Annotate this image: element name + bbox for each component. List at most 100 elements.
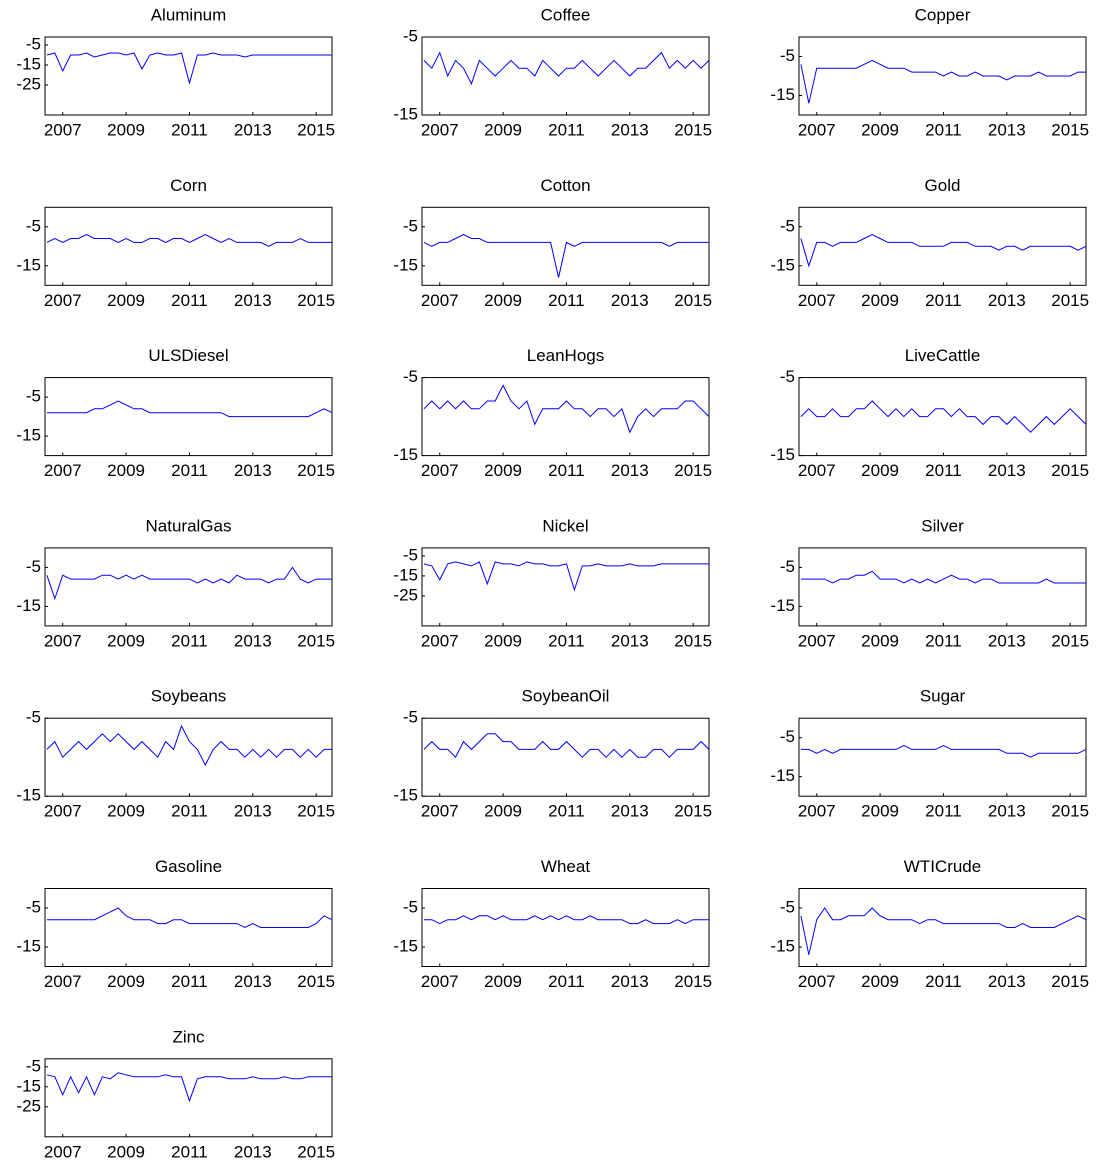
x-tick-label: 2013 [611, 631, 649, 650]
plot-frame [421, 547, 710, 627]
chart-title: Nickel [542, 516, 588, 535]
y-tick-label: -15 [770, 596, 795, 615]
x-tick-label: 2009 [861, 802, 899, 821]
x-tick-label: 2015 [1051, 631, 1089, 650]
data-line [423, 384, 710, 434]
x-tick-label: 2009 [107, 972, 145, 991]
chart-title: Soybeans [151, 687, 227, 706]
x-tick-label: 2013 [611, 802, 649, 821]
x-tick-label: 2013 [988, 631, 1026, 650]
x-tick-label: 2009 [484, 802, 522, 821]
data-line [46, 907, 333, 929]
y-tick-label: -15 [770, 936, 795, 955]
y-tick-label: -15 [393, 565, 418, 584]
x-tick-label: 2007 [421, 972, 459, 991]
x-tick-label: 2011 [171, 972, 208, 991]
x-tick-label: 2007 [421, 291, 459, 310]
x-tick-label: 2013 [234, 120, 272, 139]
x-tick-label: 2013 [988, 461, 1026, 480]
x-tick-label: 2011 [925, 461, 962, 480]
chart-title: LiveCattle [905, 346, 981, 365]
y-tick-label: -15 [16, 1076, 41, 1095]
x-tick-label: 2007 [44, 802, 82, 821]
x-tick-label: 2007 [44, 120, 82, 139]
x-tick-label: 2009 [861, 291, 899, 310]
data-line [423, 733, 710, 759]
y-tick-label: -5 [403, 216, 418, 235]
x-tick-label: 2015 [297, 1142, 335, 1161]
x-tick-label: 2013 [988, 972, 1026, 991]
x-tick-label: 2013 [611, 461, 649, 480]
data-line [800, 59, 1086, 104]
chart-title: Corn [170, 176, 207, 195]
x-tick-label: 2015 [297, 802, 335, 821]
plot-frame [44, 206, 333, 286]
y-tick-label: -5 [26, 557, 41, 576]
x-tick-label: 2009 [861, 972, 899, 991]
data-line [46, 400, 333, 418]
y-tick-label: -15 [770, 85, 795, 104]
x-tick-label: 2015 [674, 972, 712, 991]
plot-frame [44, 547, 333, 627]
data-line [46, 724, 332, 767]
plot-frame [798, 377, 1087, 457]
x-tick-label: 2011 [548, 972, 585, 991]
x-tick-label: 2013 [234, 291, 272, 310]
x-tick-label: 2007 [421, 461, 459, 480]
x-tick-label: 2007 [798, 120, 836, 139]
x-tick-label: 2013 [988, 802, 1026, 821]
x-tick-label: 2009 [107, 291, 145, 310]
x-tick-label: 2013 [611, 120, 649, 139]
y-tick-label: -25 [393, 585, 418, 604]
x-tick-label: 2011 [925, 291, 962, 310]
x-tick-label: 2009 [861, 631, 899, 650]
x-tick-label: 2009 [484, 631, 522, 650]
y-tick-label: -25 [16, 74, 41, 93]
data-line [423, 915, 709, 925]
x-tick-label: 2007 [798, 972, 836, 991]
x-tick-label: 2013 [611, 972, 649, 991]
plot-frame [798, 888, 1087, 967]
x-tick-label: 2015 [674, 120, 712, 139]
x-tick-label: 2015 [674, 802, 712, 821]
chart-title: Sugar [920, 687, 966, 706]
data-line [423, 234, 709, 278]
x-tick-label: 2007 [798, 631, 836, 650]
y-tick-label: -5 [780, 897, 795, 916]
y-tick-label: -5 [403, 897, 418, 916]
x-tick-label: 2009 [484, 461, 522, 480]
plot-frame [44, 888, 333, 967]
plot-frame [421, 36, 710, 116]
x-tick-label: 2013 [988, 291, 1026, 310]
x-tick-label: 2013 [234, 461, 272, 480]
y-tick-label: -15 [16, 596, 41, 615]
y-tick-label: -5 [403, 708, 418, 727]
chart-title: WTICrude [904, 857, 981, 876]
x-tick-label: 2015 [297, 291, 335, 310]
chart-title: LeanHogs [527, 346, 605, 365]
y-tick-label: -5 [403, 367, 418, 386]
x-tick-label: 2015 [1051, 461, 1089, 480]
x-tick-label: 2007 [44, 1142, 82, 1161]
x-tick-label: 2009 [484, 120, 522, 139]
chart-title: Aluminum [151, 5, 227, 24]
x-tick-label: 2011 [925, 631, 962, 650]
x-tick-label: 2009 [861, 120, 899, 139]
x-tick-label: 2007 [44, 972, 82, 991]
y-tick-label: -5 [26, 708, 41, 727]
x-tick-label: 2015 [674, 291, 712, 310]
x-tick-label: 2007 [798, 802, 836, 821]
chart-title: NaturalGas [146, 516, 232, 535]
y-tick-label: -5 [780, 557, 795, 576]
x-tick-label: 2011 [548, 120, 585, 139]
y-tick-label: -5 [780, 216, 795, 235]
x-tick-label: 2013 [234, 1142, 272, 1161]
plot-frame [44, 377, 333, 457]
chart-title: Gasoline [155, 857, 222, 876]
x-tick-label: 2007 [421, 120, 459, 139]
x-tick-label: 2009 [107, 1142, 145, 1161]
x-tick-label: 2011 [171, 631, 208, 650]
y-tick-label: -15 [16, 786, 41, 805]
